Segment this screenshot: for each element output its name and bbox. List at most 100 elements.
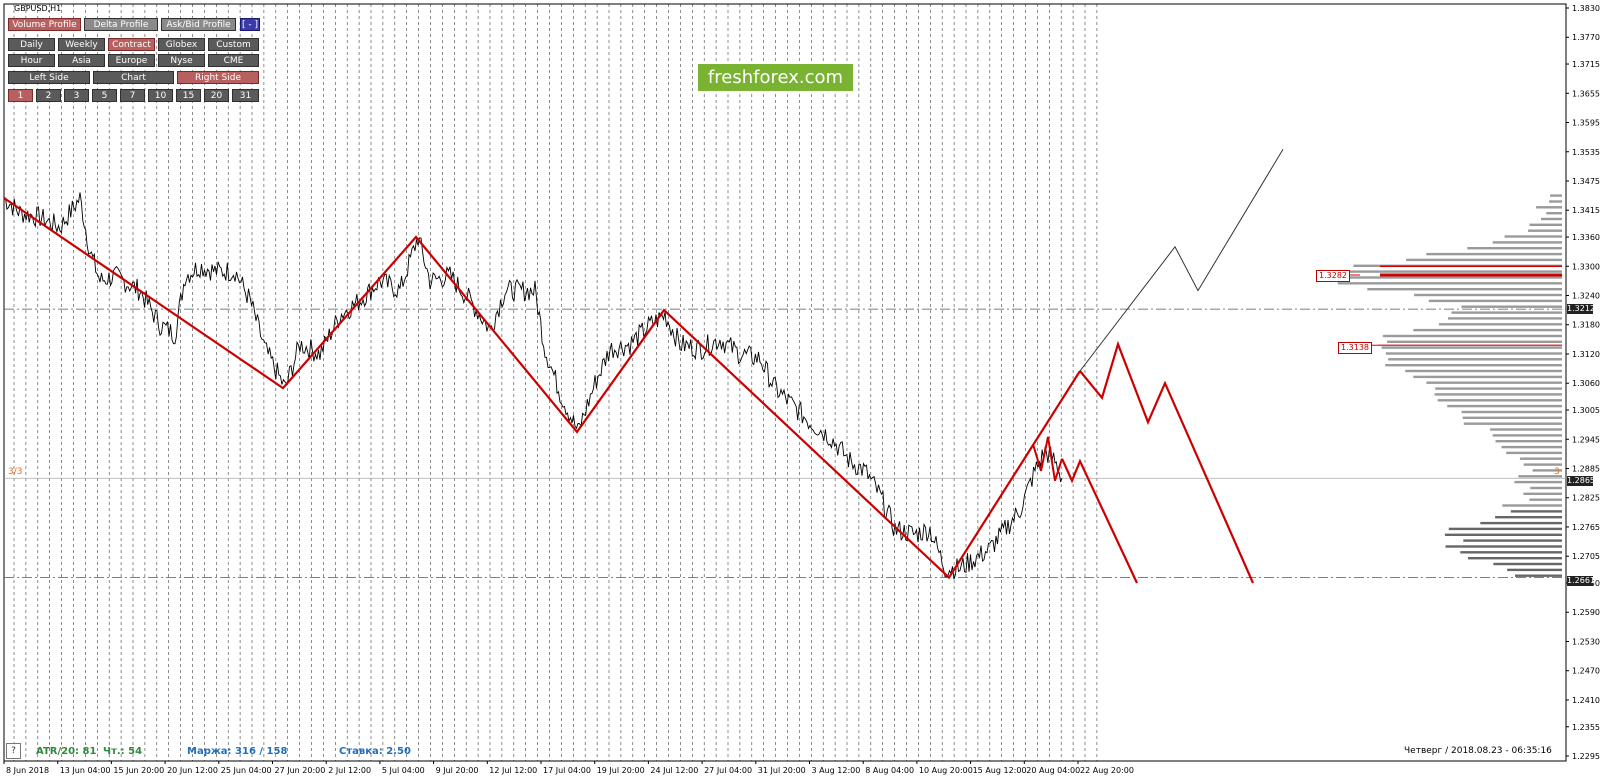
volume-profile-bar bbox=[1510, 510, 1562, 513]
volume-profile-bar bbox=[1515, 574, 1562, 577]
volume-profile-bar bbox=[1460, 551, 1562, 554]
volume-profile-bar bbox=[1337, 282, 1562, 285]
volume-profile-bar bbox=[1523, 492, 1562, 495]
volume-profile-bar bbox=[1493, 562, 1562, 566]
panel-button-right-side[interactable]: Right Side bbox=[177, 71, 259, 84]
volume-profile-bar bbox=[1506, 451, 1562, 455]
time-axis-label: 22 Aug 20:00 bbox=[1080, 766, 1134, 775]
panel-button-cme[interactable]: CME bbox=[208, 54, 259, 67]
panel-button-contract[interactable]: Contract bbox=[108, 38, 155, 51]
time-axis-label: 15 Jun 20:00 bbox=[113, 766, 164, 775]
price-axis-label: 1.3360 bbox=[1572, 233, 1600, 242]
time-axis-label: 27 Jun 20:00 bbox=[275, 766, 326, 775]
volume-profile-bar bbox=[1435, 387, 1562, 390]
price-axis-label: 1.3655 bbox=[1572, 89, 1600, 98]
panel-button-15[interactable]: 15 bbox=[176, 89, 201, 102]
volume-profile-bar bbox=[1414, 293, 1562, 297]
price-axis-label: 1.3300 bbox=[1572, 262, 1600, 271]
volume-profile-bar bbox=[1523, 463, 1562, 466]
panel-button-20[interactable]: 20 bbox=[204, 89, 229, 102]
panel-button-3[interactable]: 3 bbox=[64, 89, 89, 102]
volume-profile-bar bbox=[1502, 504, 1562, 507]
panel-button-europe[interactable]: Europe bbox=[108, 54, 155, 67]
panel-button-1[interactable]: 1 bbox=[8, 89, 33, 102]
forecast-bearish-path-2 bbox=[1079, 340, 1255, 584]
right-side-mark: 3 bbox=[1554, 467, 1560, 477]
price-axis-label: 1.3005 bbox=[1572, 406, 1600, 415]
panel-button-weekly[interactable]: Weekly bbox=[58, 38, 105, 51]
volume-profile-bar bbox=[1451, 311, 1562, 314]
price-axis-label: 1.3535 bbox=[1572, 148, 1600, 157]
price-axis-label: 1.3595 bbox=[1572, 119, 1600, 128]
volume-profile-bar bbox=[1444, 533, 1562, 536]
time-axis-label: 5 Jul 04:00 bbox=[382, 766, 425, 775]
volume-profile-bar bbox=[1463, 422, 1562, 425]
collapse-panel-button[interactable]: [ - ] bbox=[240, 18, 260, 31]
panel-button-10[interactable]: 10 bbox=[148, 89, 173, 102]
volume-profile-bar bbox=[1507, 568, 1562, 572]
panel-button-7[interactable]: 7 bbox=[120, 89, 145, 102]
price-axis-label: 1.2410 bbox=[1572, 696, 1600, 705]
volume-profile-bar bbox=[1437, 399, 1562, 402]
panel-button-nyse[interactable]: Nyse bbox=[158, 54, 205, 67]
panel-button-31[interactable]: 31 bbox=[232, 89, 259, 102]
price-axis-label: 1.3060 bbox=[1572, 379, 1600, 388]
volume-profile-bar bbox=[1492, 434, 1562, 437]
price-axis-label: 1.2590 bbox=[1572, 608, 1600, 617]
forecast-bearish-path-1 bbox=[1060, 458, 1138, 584]
price-axis-label: 1.2825 bbox=[1572, 494, 1600, 503]
volume-profile-bar bbox=[1468, 557, 1562, 560]
volume-profile-bar bbox=[1434, 393, 1562, 396]
volume-profile-bar bbox=[1529, 498, 1562, 501]
margin-stat: Маржа: 316 / 158 bbox=[187, 746, 288, 757]
time-axis-label: 8 Aug 04:00 bbox=[865, 766, 914, 775]
time-axis-label: 9 Jul 20:00 bbox=[436, 766, 479, 775]
panel-button-globex[interactable]: Globex bbox=[158, 38, 205, 51]
panel-button-left-side[interactable]: Left Side bbox=[8, 71, 90, 84]
atr-stat: ATR/20: 81 bbox=[36, 746, 97, 757]
server-datetime: Четверг / 2018.08.23 - 06:35:16 bbox=[1404, 746, 1552, 756]
time-axis-label: 19 Jul 20:00 bbox=[597, 766, 645, 775]
volume-profile-bar bbox=[1382, 334, 1562, 338]
zigzag-detail-line bbox=[1032, 436, 1063, 482]
volume-profile-button[interactable]: Volume Profile bbox=[8, 18, 81, 31]
volume-profile-bar bbox=[1490, 428, 1562, 431]
plot-frame bbox=[3, 3, 1567, 762]
volume-profile-bar bbox=[1518, 475, 1562, 478]
volume-profile-bar bbox=[1406, 258, 1562, 262]
volume-profile-bar bbox=[1385, 352, 1562, 355]
time-axis-label: 15 Aug 12:00 bbox=[973, 766, 1027, 775]
forecast-bullish-path bbox=[1079, 149, 1284, 372]
panel-button-5[interactable]: 5 bbox=[92, 89, 117, 102]
volume-profile-bar bbox=[1405, 369, 1562, 373]
panel-button-hour[interactable]: Hour bbox=[8, 54, 55, 67]
ask-bid-profile-button[interactable]: Ask/Bid Profile bbox=[161, 18, 236, 31]
volume-profile-bar bbox=[1501, 445, 1562, 449]
volume-profile-bar bbox=[1448, 527, 1562, 531]
panel-button-custom[interactable]: Custom bbox=[208, 38, 259, 51]
time-axis-label: 24 Jul 12:00 bbox=[650, 766, 698, 775]
panel-button-daily[interactable]: Daily bbox=[8, 38, 55, 51]
price-axis-label: 1.2355 bbox=[1572, 723, 1600, 732]
volume-profile-bar bbox=[1546, 212, 1562, 215]
volume-profile-bar bbox=[1536, 206, 1562, 209]
volume-profile-bar bbox=[1438, 323, 1562, 326]
ch-stat: Чт.: 54 bbox=[103, 746, 143, 757]
panel-button-chart[interactable]: Chart bbox=[93, 71, 174, 84]
price-axis-label: 1.2765 bbox=[1572, 523, 1600, 532]
price-axis-label: 1.3715 bbox=[1572, 60, 1600, 69]
panel-button-2[interactable]: 2 bbox=[36, 89, 61, 102]
panel-button-asia[interactable]: Asia bbox=[58, 54, 105, 67]
time-axis-label: 13 Jun 04:00 bbox=[60, 766, 111, 775]
delta-profile-button[interactable]: Delta Profile bbox=[84, 18, 158, 31]
volume-profile-bar bbox=[1528, 229, 1562, 232]
price-axis-label: 1.2295 bbox=[1572, 752, 1600, 761]
level-low-price-flag: 1.2661 bbox=[1567, 576, 1595, 586]
volume-profile-bar bbox=[1492, 241, 1562, 244]
volume-profile-bar bbox=[1504, 235, 1562, 238]
help-button[interactable]: ? bbox=[6, 743, 21, 759]
volume-profile-bar bbox=[1388, 358, 1562, 361]
time-axis-label: 17 Jul 04:00 bbox=[543, 766, 591, 775]
zigzag-line bbox=[3, 197, 1081, 580]
